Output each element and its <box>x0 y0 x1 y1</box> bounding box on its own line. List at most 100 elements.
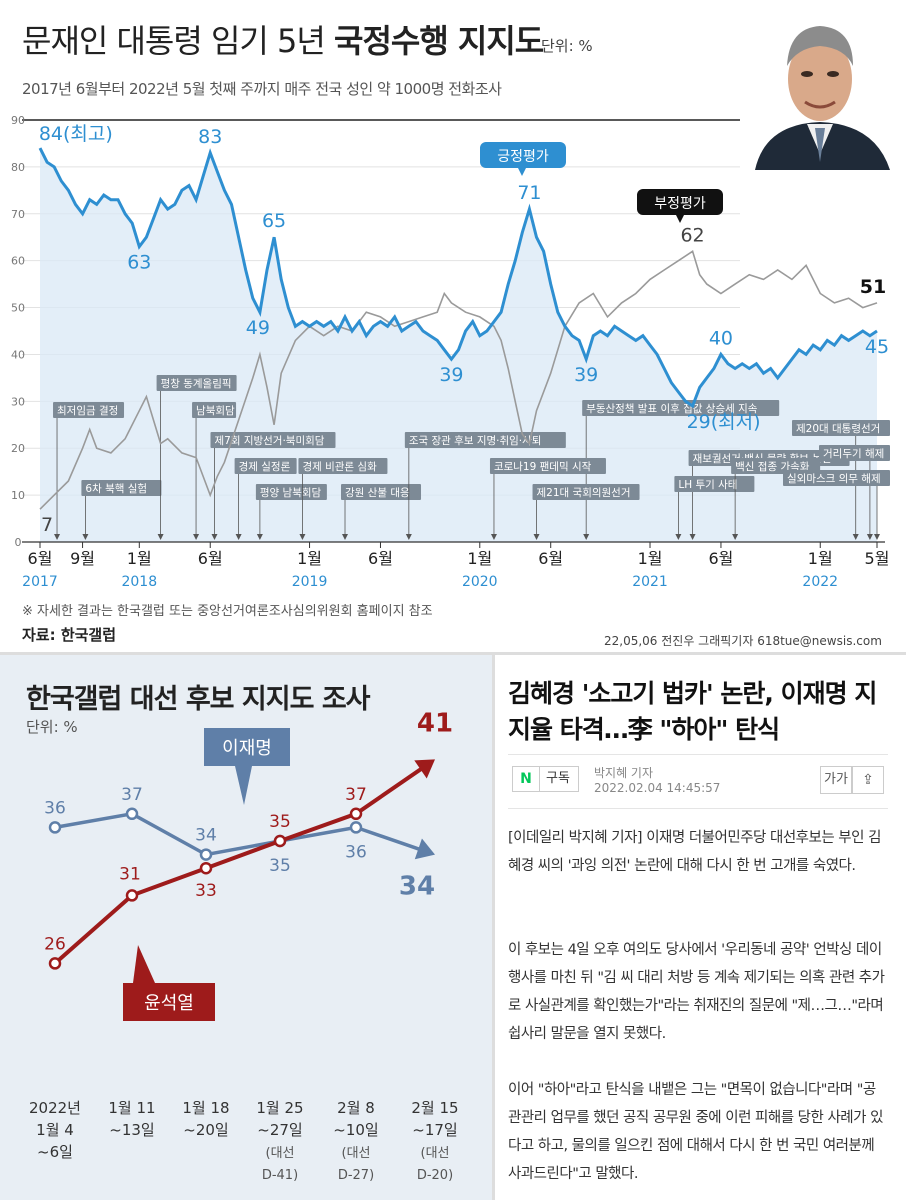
event-box <box>156 375 237 391</box>
divider <box>508 808 888 809</box>
event-label: 경제 실정론 <box>239 460 291 473</box>
event-label: 남북회담 <box>196 405 235 417</box>
y-tick-label: 70 <box>11 208 25 221</box>
y-tick-label: 90 <box>11 114 25 127</box>
lee-arrowhead <box>414 838 435 860</box>
x-category-label: ~27일 <box>257 1121 302 1139</box>
event-arrow <box>732 534 739 540</box>
x-category-label: 1월 25 <box>256 1099 303 1117</box>
yoon-callout-label: 윤석열 <box>144 993 194 1014</box>
candidate-chart-title: 한국갤럽 대선 후보 지지도 조사 <box>26 684 371 715</box>
lee-point <box>48 821 62 834</box>
footnote: ※ 자세한 결과는 한국갤럽 또는 중앙선거여론조사심의위원회 홈페이지 참조 <box>22 604 433 619</box>
x-year-label: 2019 <box>292 574 328 590</box>
yoon-point <box>273 834 287 848</box>
x-year-label: 2017 <box>22 574 58 590</box>
yoon-callout-box <box>123 983 215 1021</box>
x-category-label: D-27) <box>338 1168 374 1183</box>
value-label: 40 <box>709 327 733 349</box>
share-icon[interactable]: ⇪ <box>852 766 884 794</box>
lee-value-label: 34 <box>399 872 435 902</box>
x-tick-label: 6월 <box>368 549 393 568</box>
x-category-label: 1월 4 <box>36 1121 74 1139</box>
negative-callout-label: 부정평가 <box>654 196 706 212</box>
candidate-unit-label: 단위: % <box>26 718 78 736</box>
lee-callout-box <box>204 728 290 766</box>
credit-label: 22,05,06 전진우 그래픽기자 618tue@newsis.com <box>604 634 882 648</box>
x-category-label: 2022년 <box>29 1099 81 1117</box>
candidate-value-labels: 36 37 34 35 36 34 26 31 33 35 37 41 <box>44 708 453 954</box>
event-box <box>404 432 566 448</box>
article-headline[interactable]: 김혜경 '소고기 법카' 논란, 이재명 지지율 타격…李 "하아" 탄식 <box>508 679 877 744</box>
value-label: 51 <box>860 276 886 298</box>
lee-line <box>54 811 432 857</box>
x-category-label: D-20) <box>417 1168 453 1183</box>
x-tick-label: 1월 <box>127 549 152 568</box>
event-arrow <box>193 534 200 540</box>
event-label: 부동산정책 발표 이후 집값 상승세 지속 <box>586 403 758 415</box>
event-label: 거리두기 해제 <box>823 447 884 460</box>
x-category-label: D-41) <box>262 1168 298 1183</box>
title-regular: 문재인 대통령 임기 5년 <box>22 22 326 60</box>
yoon-point <box>349 807 363 821</box>
event-box <box>81 480 162 496</box>
divider <box>0 652 906 655</box>
x-category-label: 2월 8 <box>337 1099 375 1117</box>
x-tick-label: 6월 <box>28 549 53 568</box>
event-box <box>792 420 890 436</box>
article-author[interactable]: 박지혜 기자 <box>594 766 654 780</box>
event-arrow <box>866 534 873 540</box>
negative-callout-pointer <box>676 215 684 223</box>
lee-value-label: 34 <box>195 826 217 846</box>
yoon-point <box>125 889 139 902</box>
event-arrow <box>689 534 696 540</box>
x-category-label: ~13일 <box>109 1121 154 1139</box>
yoon-point <box>199 861 213 875</box>
x-tick-label: 6월 <box>708 549 733 568</box>
lee-point <box>199 848 213 861</box>
event-box <box>53 402 125 418</box>
event-label: 코로나19 팬데믹 시작 <box>494 461 592 473</box>
article-paragraph: 이어 "하아"라고 탄식을 내뱉은 그는 "면목이 없습니다"라며 "공관관리 … <box>508 1082 883 1182</box>
chart-title: 문재인 대통령 임기 5년 국정수행 지지도 <box>22 16 544 62</box>
lee-point <box>125 807 139 821</box>
x-year-label: 2020 <box>462 574 498 590</box>
x-category-label: ~10일 <box>333 1121 378 1139</box>
naver-n-icon[interactable]: N <box>512 766 540 792</box>
yoon-value-label: 41 <box>417 708 453 738</box>
x-category-label: 1월 11 <box>108 1099 155 1117</box>
yoon-callout-pointer <box>133 945 155 983</box>
event-arrow <box>54 534 61 540</box>
x-axis: 6월 2017 9월 1월 2018 6월 1월 2019 6월 1월 2020 6월 1월 2021 6월… <box>22 541 889 590</box>
event-box <box>783 470 890 486</box>
unit-label: 단위: % <box>541 37 593 55</box>
article-paragraph: 이 후보는 4일 오후 여의도 당사에서 '우리동네 공약' 언박싱 데이 행사… <box>508 942 885 1042</box>
news-article <box>492 655 906 1200</box>
event-label: 제7회 지방선거·북미회담 <box>214 435 324 447</box>
divider <box>508 754 888 755</box>
font-size-button[interactable]: 가가 <box>820 766 852 794</box>
event-label: 제21대 국회의원선거 <box>537 487 631 499</box>
yoon-point <box>48 957 62 970</box>
yoon-value-label: 35 <box>269 812 291 832</box>
y-tick-label: 20 <box>11 442 25 455</box>
event-label: 제20대 대통령선거 <box>796 423 880 435</box>
positive-line <box>38 147 878 409</box>
x-category-label: ~17일 <box>412 1121 457 1139</box>
event-box <box>255 484 327 500</box>
value-label: 39 <box>574 364 598 386</box>
event-label: 6차 북핵 실험 <box>85 483 147 495</box>
event-arrow <box>583 534 590 540</box>
positive-callout-pointer <box>518 168 526 176</box>
subscribe-button[interactable]: 구독 <box>538 766 579 792</box>
value-label: 84(최고) <box>39 123 113 145</box>
title-bold: 국정수행 지지도 <box>334 22 544 60</box>
event-arrow <box>82 534 89 540</box>
event-label: 경제 비관론 심화 <box>302 460 377 473</box>
x-category-label: (대선 <box>266 1146 295 1161</box>
y-axis: 0 10 20 30 40 50 60 70 80 90 <box>11 114 25 549</box>
value-label: 62 <box>680 224 704 246</box>
x-tick-label: 1월 <box>808 549 833 568</box>
